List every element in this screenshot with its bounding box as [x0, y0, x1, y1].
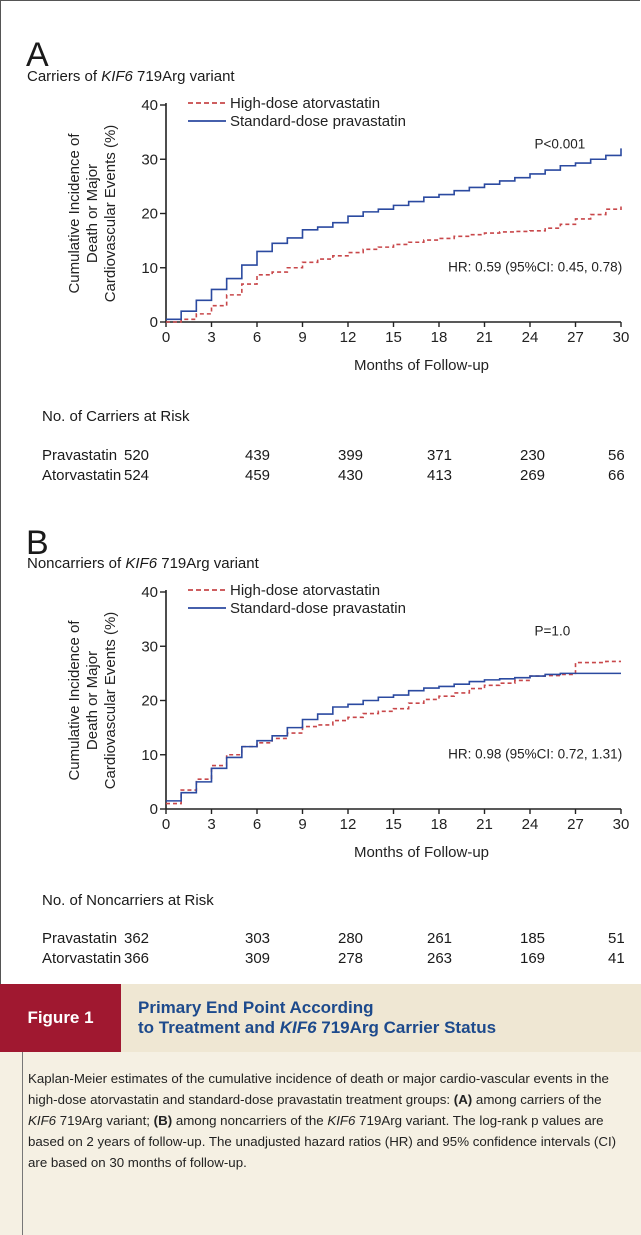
- x-tick-label: 3: [207, 816, 215, 833]
- x-tick-label: 3: [207, 329, 215, 346]
- y-tick-label: 0: [150, 801, 158, 818]
- risk-cell: 366: [124, 950, 150, 967]
- series-atorvastatin-line: [166, 206, 622, 323]
- y-tick-label: 10: [141, 747, 158, 764]
- figure-caption: Kaplan-Meier estimates of the cumulative…: [0, 1052, 641, 1235]
- figure-title-band: Figure 1 Primary End Point According to …: [0, 984, 641, 1052]
- y-tick-label: 20: [141, 693, 158, 710]
- panel-a-letter: A: [26, 36, 49, 74]
- chart-a: 0 10 20 30 40 0 3 6 9 12 15 18 21 24 27 30 Months of Fol…: [66, 95, 630, 374]
- risk-cell: 263: [427, 950, 453, 967]
- y-axis-label: Cardiovascular Events (%): [102, 612, 119, 790]
- hazard-ratio-annotation: HR: 0.59 (95%CI: 0.45, 0.78): [448, 260, 622, 275]
- y-tick-label: 10: [141, 260, 158, 277]
- risk-cell: 185: [520, 930, 546, 947]
- risk-cell: 269: [520, 467, 546, 484]
- risk-a-title: No. of Carriers at Risk: [42, 408, 190, 425]
- series-pravastatin-line: [166, 672, 621, 802]
- x-axis-label: Months of Follow-up: [354, 357, 489, 374]
- x-tick-label: 27: [567, 329, 584, 346]
- x-tick-label: 9: [298, 816, 306, 833]
- risk-cell: 309: [245, 950, 271, 967]
- y-axis-label: Cumulative Incidence of: [66, 620, 83, 781]
- legend-label: Standard-dose pravastatin: [230, 113, 406, 130]
- risk-cell: 371: [427, 447, 453, 464]
- x-tick-label: 12: [340, 329, 357, 346]
- risk-row-label: Atorvastatin: [42, 950, 122, 967]
- x-tick-label: 18: [431, 816, 448, 833]
- risk-cell: 280: [338, 930, 364, 947]
- risk-cell: 303: [245, 930, 271, 947]
- risk-b-table: Pravastatin 362 303 280 261 185 51 Atorvastatin…: [0, 930, 641, 970]
- y-axis-label: Cardiovascular Events (%): [102, 125, 119, 303]
- risk-b-title: No. of Noncarriers at Risk: [42, 892, 214, 909]
- risk-cell: 230: [520, 447, 546, 464]
- panel-b-subtitle: Noncarriers of KIF6 719Arg variant: [27, 555, 259, 572]
- x-tick-label: 24: [522, 816, 539, 833]
- y-tick-label: 40: [141, 584, 158, 601]
- risk-cell: 261: [427, 930, 453, 947]
- x-tick-label: 30: [613, 329, 630, 346]
- p-value-annotation: P=1.0: [535, 623, 571, 638]
- x-tick-label: 15: [385, 329, 402, 346]
- risk-row-label: Pravastatin: [42, 447, 118, 464]
- legend-label: High-dose atorvastatin: [230, 582, 380, 599]
- x-tick-label: 18: [431, 329, 448, 346]
- risk-cell: 520: [124, 447, 150, 464]
- x-axis-label: Months of Follow-up: [354, 844, 489, 861]
- x-tick-label: 15: [385, 816, 402, 833]
- x-tick-label: 9: [298, 329, 306, 346]
- y-tick-label: 30: [141, 151, 158, 168]
- risk-cell: 524: [124, 467, 150, 484]
- series-atorvastatin-line: [166, 660, 621, 805]
- risk-cell: 459: [245, 467, 271, 484]
- legend-label: High-dose atorvastatin: [230, 95, 380, 112]
- p-value-annotation: P<0.001: [535, 136, 586, 151]
- series-pravastatin-line: [166, 148, 622, 321]
- risk-cell: 41: [608, 950, 625, 967]
- risk-cell: 430: [338, 467, 364, 484]
- panel-b-letter: B: [26, 524, 49, 562]
- x-tick-label: 30: [613, 816, 630, 833]
- figure-title: Primary End Point According to Treatment…: [138, 998, 497, 1037]
- y-axis-label: Cumulative Incidence of: [66, 133, 83, 294]
- risk-cell: 56: [608, 447, 625, 464]
- caption-rule: [22, 1052, 23, 1235]
- y-tick-label: 40: [141, 97, 158, 114]
- risk-cell: 362: [124, 930, 150, 947]
- chart-b: 0 10 20 30 40 0 3 6 9 12 15 18 21 24 27 30 Months of Fol…: [66, 582, 630, 861]
- y-tick-label: 0: [150, 314, 158, 331]
- figure-label: Figure 1: [0, 984, 121, 1052]
- x-tick-label: 21: [476, 329, 493, 346]
- risk-row-label: Pravastatin: [42, 930, 118, 947]
- risk-cell: 439: [245, 447, 271, 464]
- x-tick-label: 12: [340, 816, 357, 833]
- x-tick-label: 6: [253, 816, 261, 833]
- panel-a-subtitle: Carriers of KIF6 719Arg variant: [27, 68, 235, 85]
- risk-cell: 399: [338, 447, 364, 464]
- risk-row-label: Atorvastatin: [42, 467, 122, 484]
- risk-cell: 278: [338, 950, 364, 967]
- x-tick-label: 6: [253, 329, 261, 346]
- y-tick-label: 30: [141, 638, 158, 655]
- y-axis-label: Death or Major: [84, 164, 101, 263]
- y-axis-label: Death or Major: [84, 651, 101, 750]
- risk-cell: 169: [520, 950, 546, 967]
- risk-cell: 66: [608, 467, 625, 484]
- hazard-ratio-annotation: HR: 0.98 (95%CI: 0.72, 1.31): [448, 747, 622, 762]
- x-tick-label: 0: [162, 329, 170, 346]
- x-tick-label: 0: [162, 816, 170, 833]
- x-tick-label: 24: [522, 329, 539, 346]
- x-tick-label: 27: [567, 816, 584, 833]
- y-tick-label: 20: [141, 206, 158, 223]
- legend-label: Standard-dose pravastatin: [230, 600, 406, 617]
- risk-cell: 413: [427, 467, 453, 484]
- x-tick-label: 21: [476, 816, 493, 833]
- risk-a-table: Pravastatin 520 439 399 371 230 56 Atorvastatin…: [0, 447, 641, 487]
- risk-cell: 51: [608, 930, 625, 947]
